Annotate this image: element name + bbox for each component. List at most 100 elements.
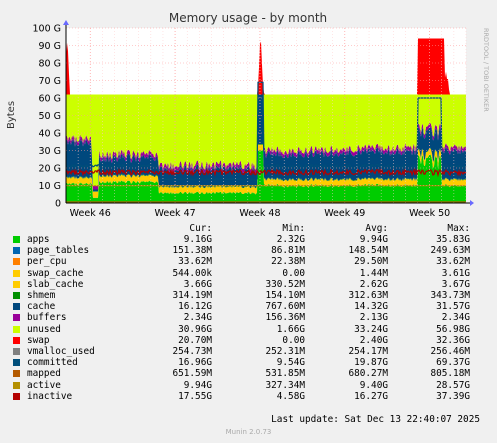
legend-avg: 33.24G bbox=[354, 323, 388, 335]
y-tick-label: 60 G bbox=[39, 94, 61, 105]
legend-min: 86.81M bbox=[271, 245, 305, 257]
legend-cur: 3.66G bbox=[183, 278, 212, 290]
x-tick-label: Week 48 bbox=[239, 208, 280, 219]
legend-swatch bbox=[13, 236, 20, 243]
y-tick-label: 70 G bbox=[39, 76, 61, 87]
legend-max: 343.73M bbox=[430, 290, 470, 301]
legend-min: 252.31M bbox=[265, 346, 305, 357]
legend-max: 33.62M bbox=[436, 256, 470, 268]
area-apps bbox=[66, 150, 466, 203]
legend-avg: 9.40G bbox=[359, 379, 388, 391]
legend-row-active: active 9.94G 327.34M 9.40G 28.57G bbox=[12, 380, 490, 391]
legend-row-apps: apps 9.16G 2.32G 9.94G 35.83G bbox=[12, 234, 490, 245]
legend-name: cache bbox=[27, 301, 56, 313]
legend-header-min: Min: bbox=[282, 223, 305, 234]
legend-name: unused bbox=[27, 323, 61, 335]
y-tick-label: 30 G bbox=[39, 146, 61, 157]
x-tick-label: Week 46 bbox=[70, 208, 111, 219]
legend-cur: 30.96G bbox=[178, 323, 212, 335]
x-axis-arrow bbox=[470, 200, 474, 206]
legend-cur: 9.16G bbox=[183, 234, 212, 245]
y-axis-label: Bytes bbox=[6, 101, 17, 129]
legend-row-inactive: inactive 17.55G 4.58G 16.27G 37.39G bbox=[12, 391, 490, 402]
legend-swatch bbox=[13, 348, 20, 355]
legend-avg: 148.54M bbox=[348, 245, 388, 257]
legend-max: 2.34G bbox=[441, 312, 470, 324]
legend-name: swap bbox=[27, 334, 50, 346]
munin-footer: Munin 2.0.73 bbox=[225, 428, 272, 436]
legend-name: per_cpu bbox=[27, 256, 67, 268]
y-tick-label: 0 bbox=[55, 199, 61, 210]
legend-swatch bbox=[13, 314, 20, 322]
legend-row-swap_cache: swap_cache 544.00k 0.00 1.44M 3.61G bbox=[12, 268, 490, 279]
legend-min: 0.00 bbox=[282, 334, 305, 346]
line-committed bbox=[65, 81, 467, 182]
legend-swatch bbox=[13, 381, 20, 389]
legend-name: apps bbox=[27, 234, 50, 245]
legend-max: 56.98G bbox=[436, 323, 470, 335]
legend-row-shmem: shmem 314.19M 154.10M 312.63M 343.73M bbox=[12, 290, 490, 301]
y-tick-label: 100 G bbox=[32, 24, 61, 35]
legend-cur: 20.70M bbox=[178, 334, 212, 346]
legend-swatch bbox=[13, 359, 20, 367]
legend-cur: 151.38M bbox=[172, 245, 212, 257]
legend-avg: 16.27G bbox=[354, 390, 388, 402]
legend-cur: 16.96G bbox=[178, 357, 212, 369]
legend-row-page_tables: page_tables 151.38M 86.81M 148.54M 249.63M bbox=[12, 245, 490, 256]
legend-swatch bbox=[13, 269, 20, 277]
legend-name: swap_cache bbox=[27, 267, 84, 279]
legend-row-cache: cache 16.12G 767.60M 14.32G 31.57G bbox=[12, 301, 490, 312]
area-unused bbox=[66, 85, 466, 186]
legend-min: 1.66G bbox=[276, 323, 305, 335]
legend-row-vmalloc_used: vmalloc_used 254.73M 252.31M 254.17M 256.46M bbox=[12, 346, 490, 357]
legend-swatch bbox=[13, 258, 20, 266]
legend-max: 249.63M bbox=[430, 245, 470, 257]
legend-min: 22.38M bbox=[271, 256, 305, 268]
legend-row-mapped: mapped 651.59M 531.85M 680.27M 805.18M bbox=[12, 368, 490, 379]
y-tick-layer: 0 10 G 20 G 30 G 40 G 50 G 60 G 70 G 80 G 90 G 100… bbox=[32, 24, 61, 210]
y-tick-label: 90 G bbox=[39, 41, 61, 52]
legend-name: page_tables bbox=[27, 245, 90, 257]
x-tick-label: Week 49 bbox=[324, 208, 365, 219]
legend-min: 4.58G bbox=[276, 390, 305, 402]
legend-min: 327.34M bbox=[265, 379, 305, 391]
y-tick-label: 10 G bbox=[39, 181, 61, 192]
legend-row-slab_cache: slab_cache 3.66G 330.52M 2.62G 3.67G bbox=[12, 279, 490, 290]
legend-name: shmem bbox=[27, 290, 56, 301]
legend-max: 35.83G bbox=[436, 234, 470, 245]
legend-header-max: Max: bbox=[447, 223, 470, 234]
rrdtool-side-label: RRDTOOL / TOBI OETIKER bbox=[482, 28, 490, 112]
legend-row-committed: committed 16.96G 9.54G 19.87G 69.37G bbox=[12, 357, 490, 368]
legend-swatch bbox=[13, 325, 20, 333]
legend-avg: 1.44M bbox=[359, 267, 388, 279]
legend-max: 37.39G bbox=[436, 390, 470, 402]
legend-cur: 254.73M bbox=[172, 346, 212, 357]
legend-cur: 544.00k bbox=[172, 267, 212, 279]
legend-swatch bbox=[13, 247, 20, 255]
legend-min: 2.32G bbox=[276, 234, 305, 245]
y-tick-label: 20 G bbox=[39, 164, 61, 175]
legend-avg: 9.94G bbox=[359, 234, 388, 245]
legend-max: 3.67G bbox=[441, 278, 470, 290]
chart-title: Memory usage - by month bbox=[169, 11, 327, 25]
legend-max: 69.37G bbox=[436, 357, 470, 369]
last-update: Last update: Sat Dec 13 22:40:07 2025 bbox=[271, 414, 480, 425]
legend-row-unused: unused 30.96G 1.66G 33.24G 56.98G bbox=[12, 324, 490, 335]
legend-cur: 17.55G bbox=[178, 390, 212, 402]
legend-swatch bbox=[13, 392, 20, 400]
legend-max: 32.36G bbox=[436, 334, 470, 346]
legend-name: buffers bbox=[27, 312, 67, 324]
legend-max: 3.61G bbox=[441, 267, 470, 279]
legend-cur: 651.59M bbox=[172, 368, 212, 380]
legend-avg: 14.32G bbox=[354, 301, 388, 313]
y-tick-label: 80 G bbox=[39, 59, 61, 70]
legend-row-per_cpu: per_cpu 33.62M 22.38M 29.50M 33.62M bbox=[12, 256, 490, 267]
legend-swatch bbox=[13, 303, 20, 311]
legend-max: 28.57G bbox=[436, 379, 470, 391]
legend-swatch bbox=[13, 280, 20, 288]
legend-name: vmalloc_used bbox=[27, 346, 95, 357]
legend-header-cur: Cur: bbox=[189, 223, 212, 234]
x-tick-label: Week 50 bbox=[409, 208, 450, 219]
legend-name: active bbox=[27, 379, 61, 391]
area-swap bbox=[66, 38, 466, 95]
